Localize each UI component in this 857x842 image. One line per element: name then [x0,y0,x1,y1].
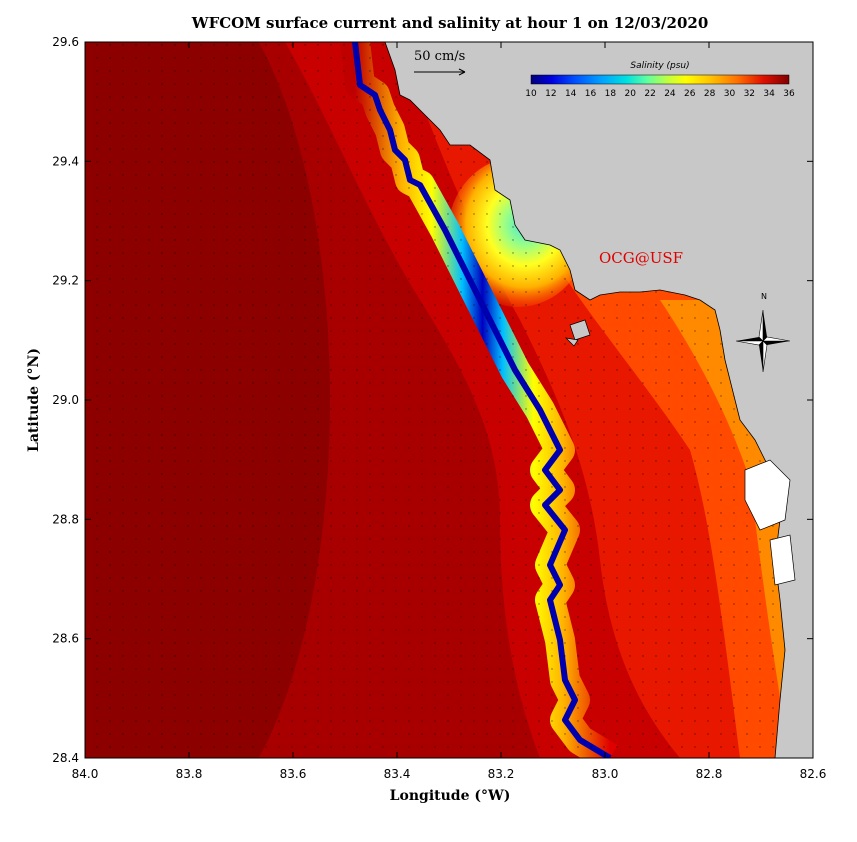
colorbar-tick-label: 36 [783,89,795,99]
y-tick-label: 29.6 [52,35,79,49]
island [744,459,791,531]
x-tick-label: 82.6 [800,767,827,781]
colorbar-tick-label: 28 [704,89,716,99]
colorbar-tick-label: 18 [605,89,617,99]
credit-label: OCG@USF [599,249,683,267]
scale-vector-label: 50 cm/s [414,49,465,64]
x-tick-label: 84.0 [72,767,99,781]
colorbar: Salinity (psu) 10 12 14 16 18 20 22 24 26 28 30 32 3… [525,61,795,99]
colorbar-ticks: 10 12 14 16 18 20 22 24 26 28 30 32 34 36 [525,89,795,99]
x-axis-ticks: 84.0 83.8 83.6 83.4 83.2 83.0 82.8 82.6 [72,42,827,781]
scale-vector-arrowhead [458,68,466,76]
y-axis-ticks: 29.6 29.4 29.2 29.0 28.8 28.6 28.4 [52,35,813,765]
north-arrow-icon: N [735,292,791,373]
x-tick-label: 83.4 [384,767,411,781]
colorbar-tick-label: 10 [525,89,537,99]
north-label: N [761,292,767,301]
x-tick-label: 82.8 [696,767,723,781]
island [569,319,591,341]
colorbar-ramp [530,74,790,85]
map-plot-area [85,42,813,758]
figure-title: WFCOM surface current and salinity at ho… [191,14,709,32]
y-tick-label: 29.2 [52,274,79,288]
colorbar-tick-label: 24 [664,89,676,99]
colorbar-tick-label: 22 [644,89,655,99]
y-axis-label: Latitude (°N) [26,348,42,452]
y-tick-label: 29.0 [52,393,79,407]
colorbar-tick-label: 14 [565,89,577,99]
colorbar-tick-label: 20 [625,89,637,99]
colorbar-tick-label: 16 [585,89,597,99]
x-tick-label: 83.8 [176,767,203,781]
island [769,534,796,586]
colorbar-tick-label: 32 [744,89,755,99]
x-tick-label: 83.6 [280,767,307,781]
x-tick-label: 83.0 [592,767,619,781]
y-tick-label: 29.4 [52,154,79,168]
x-axis-label: Longitude (°W) [390,788,511,804]
colorbar-title: Salinity (psu) [630,61,689,71]
island [564,337,579,347]
y-tick-label: 28.6 [52,632,79,646]
x-tick-label: 83.2 [488,767,515,781]
colorbar-tick-label: 26 [684,89,696,99]
colorbar-tick-label: 12 [545,89,556,99]
scale-vector: 50 cm/s [414,49,466,76]
colorbar-tick-label: 34 [763,89,775,99]
colorbar-tick-label: 30 [724,89,736,99]
y-tick-label: 28.4 [52,751,79,765]
y-tick-label: 28.8 [52,512,79,526]
